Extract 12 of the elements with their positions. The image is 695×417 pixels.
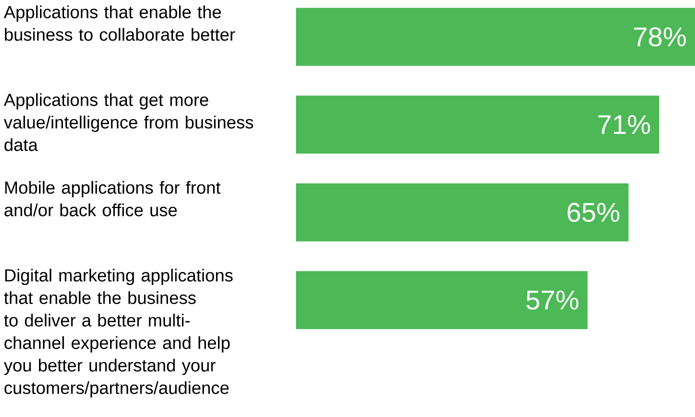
- bar: [296, 271, 588, 330]
- y-tick-label: Mobile applications for front and/or back office use: [4, 180, 221, 216]
- data-label: 65%: [568, 202, 620, 222]
- bar: [296, 8, 695, 66]
- y-tick-label: Applications that enable the business to collaborate better: [4, 5, 235, 41]
- y-tick-label: Digital marketing applications that enable the business to deliver a better multi-channel experience and help you better understand your customers/partners/audience: [4, 268, 233, 398]
- data-label: 71%: [598, 115, 650, 134]
- data-label: 57%: [526, 290, 578, 310]
- bar: [296, 183, 628, 242]
- data-label: 78%: [634, 27, 686, 46]
- y-tick-label: Applications that get more value/intelligence from business data: [4, 93, 254, 152]
- bar: [296, 96, 660, 154]
